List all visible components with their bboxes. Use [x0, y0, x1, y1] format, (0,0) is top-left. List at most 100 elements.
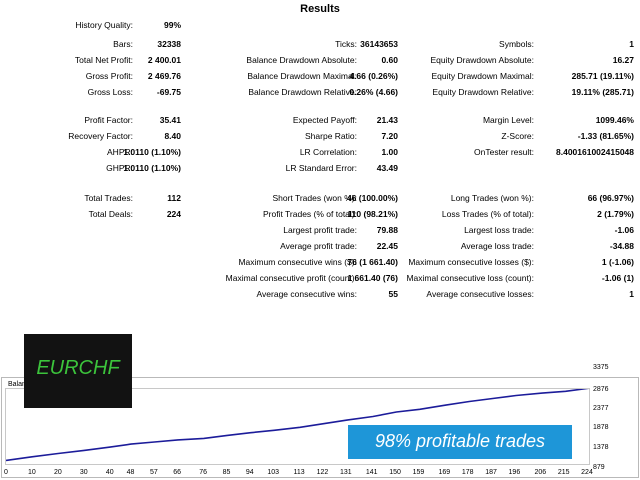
- stat-value: 32338: [157, 39, 181, 49]
- x-tick-label: 159: [412, 469, 425, 476]
- stat-value: 224: [166, 209, 181, 219]
- stat-label: Largest loss trade:: [464, 225, 534, 235]
- x-tick-label: 66: [173, 469, 182, 476]
- stat-label: LR Standard Error:: [285, 163, 357, 173]
- stat-value: 8.400161002415048: [556, 147, 634, 157]
- x-tick-label: 224: [581, 469, 593, 476]
- stat-label: Gross Profit:: [85, 71, 133, 81]
- balance-series-line: [5, 387, 590, 462]
- x-tick-label: 169: [438, 469, 451, 476]
- stat-label: Short Trades (won %):: [272, 193, 357, 203]
- x-tick-label: 122: [316, 469, 329, 476]
- stat-label: Maximal consecutive profit (count):: [225, 273, 357, 283]
- stat-value: 285.71 (19.11%): [571, 71, 634, 81]
- stat-value: 8.40: [164, 131, 181, 141]
- stat-value: 4.66 (0.26%): [349, 71, 398, 81]
- stat-label: Balance Drawdown Maximal:: [247, 71, 357, 81]
- stat-label: Equity Drawdown Relative:: [432, 87, 534, 97]
- chart-label: Balance: [8, 381, 34, 388]
- stat-label: Equity Drawdown Maximal:: [431, 71, 534, 81]
- x-tick-label: 94: [245, 469, 254, 476]
- stat-value: 1.0110 (1.10%): [123, 147, 181, 157]
- stat-label: Average loss trade:: [460, 241, 534, 251]
- y-tick-label: 1878: [593, 424, 609, 431]
- stat-value: 1 (-1.06): [601, 257, 634, 267]
- stat-value: 1: [629, 39, 634, 49]
- x-tick-label: 40: [105, 469, 114, 476]
- stat-value: 55: [388, 289, 398, 299]
- stat-value: 2 (1.79%): [597, 209, 634, 219]
- stat-label: Bars:: [113, 39, 133, 49]
- stat-value: 21.43: [376, 115, 398, 125]
- stat-label: Maximal consecutive loss (count):: [406, 273, 534, 283]
- stat-value: 99%: [163, 20, 181, 30]
- stat-label: Profit Trades (% of total):: [262, 209, 357, 219]
- stat-value: 66 (96.97%): [587, 193, 634, 203]
- stat-label: Maximum consecutive losses ($):: [408, 257, 534, 267]
- stat-value: 46 (100.00%): [346, 193, 398, 203]
- stat-label: Balance Drawdown Relative:: [248, 87, 357, 97]
- stat-value: 0.60: [381, 55, 398, 65]
- stat-label: Gross Loss:: [87, 87, 133, 97]
- stat-value: 19.11% (285.71): [571, 87, 634, 97]
- stat-label: AHPR:: [107, 147, 133, 157]
- stat-value: 1.0110 (1.10%): [123, 163, 181, 173]
- stat-value: 35.41: [159, 115, 181, 125]
- y-tick-label: 879: [593, 464, 605, 471]
- stat-value: 76 (1 661.40): [347, 257, 398, 267]
- stat-value: 16.27: [612, 55, 634, 65]
- stat-label: Total Deals:: [88, 209, 133, 219]
- y-tick-label: 2377: [593, 405, 609, 412]
- symbol-badge: EURCHF: [24, 334, 132, 408]
- results-title: Results: [300, 3, 340, 15]
- stat-label: Ticks:: [335, 39, 357, 49]
- stat-value: -34.88: [609, 241, 634, 251]
- stat-value: 1099.46%: [595, 115, 634, 125]
- stat-value: 22.45: [376, 241, 398, 251]
- stat-value: 112: [167, 193, 181, 203]
- balance-line-svg: [5, 387, 590, 462]
- stat-value: 1: [629, 289, 634, 299]
- x-tick-label: 196: [508, 469, 521, 476]
- x-tick-label: 103: [267, 469, 279, 476]
- stat-label: Expected Payoff:: [292, 115, 357, 125]
- x-tick-label: 57: [149, 469, 158, 476]
- stat-value: 1.00: [381, 147, 398, 157]
- x-tick-label: 150: [389, 469, 401, 476]
- stat-label: OnTester result:: [474, 147, 534, 157]
- y-tick-label: 3375: [593, 364, 609, 371]
- stat-label: Symbols:: [499, 39, 534, 49]
- stat-label: Average consecutive wins:: [256, 289, 357, 299]
- stat-label: Largest profit trade:: [283, 225, 357, 235]
- stat-label: Total Net Profit:: [74, 55, 133, 65]
- x-tick-label: 20: [53, 469, 62, 476]
- stat-label: History Quality:: [75, 20, 133, 30]
- stat-value: 7.20: [381, 131, 398, 141]
- x-tick-label: 48: [126, 469, 135, 476]
- x-tick-label: 30: [79, 469, 88, 476]
- stat-value: 110 (98.21%): [347, 209, 398, 219]
- stat-value: -1.06: [614, 225, 634, 235]
- stat-label: Recovery Factor:: [68, 131, 133, 141]
- stat-label: Maximum consecutive wins ($):: [238, 257, 357, 267]
- x-tick-label: 141: [365, 469, 378, 476]
- stat-value: 36143653: [360, 39, 398, 49]
- profitable-trades-text: 98% profitable trades: [374, 431, 546, 451]
- stat-label: Balance Drawdown Absolute:: [246, 55, 357, 65]
- stat-label: Loss Trades (% of total):: [441, 209, 534, 219]
- plot-area: [5, 387, 590, 465]
- y-tick-label: 1378: [593, 444, 609, 451]
- stat-label: Total Trades:: [84, 193, 133, 203]
- y-tick-label: 2876: [593, 386, 609, 393]
- stat-value: -69.75: [156, 87, 181, 97]
- x-tick-label: 76: [199, 469, 208, 476]
- x-tick-label: 178: [461, 469, 474, 476]
- stat-value: -1.33 (81.65%): [577, 131, 634, 141]
- stat-label: Average profit trade:: [280, 241, 357, 251]
- symbol-text: EURCHF: [36, 357, 120, 379]
- x-tick-label: 0: [4, 469, 8, 476]
- stat-value: -1.06 (1): [601, 273, 634, 283]
- x-tick-label: 85: [222, 469, 231, 476]
- stat-value: 79.88: [376, 225, 398, 235]
- stat-label: Average consecutive losses:: [426, 289, 534, 299]
